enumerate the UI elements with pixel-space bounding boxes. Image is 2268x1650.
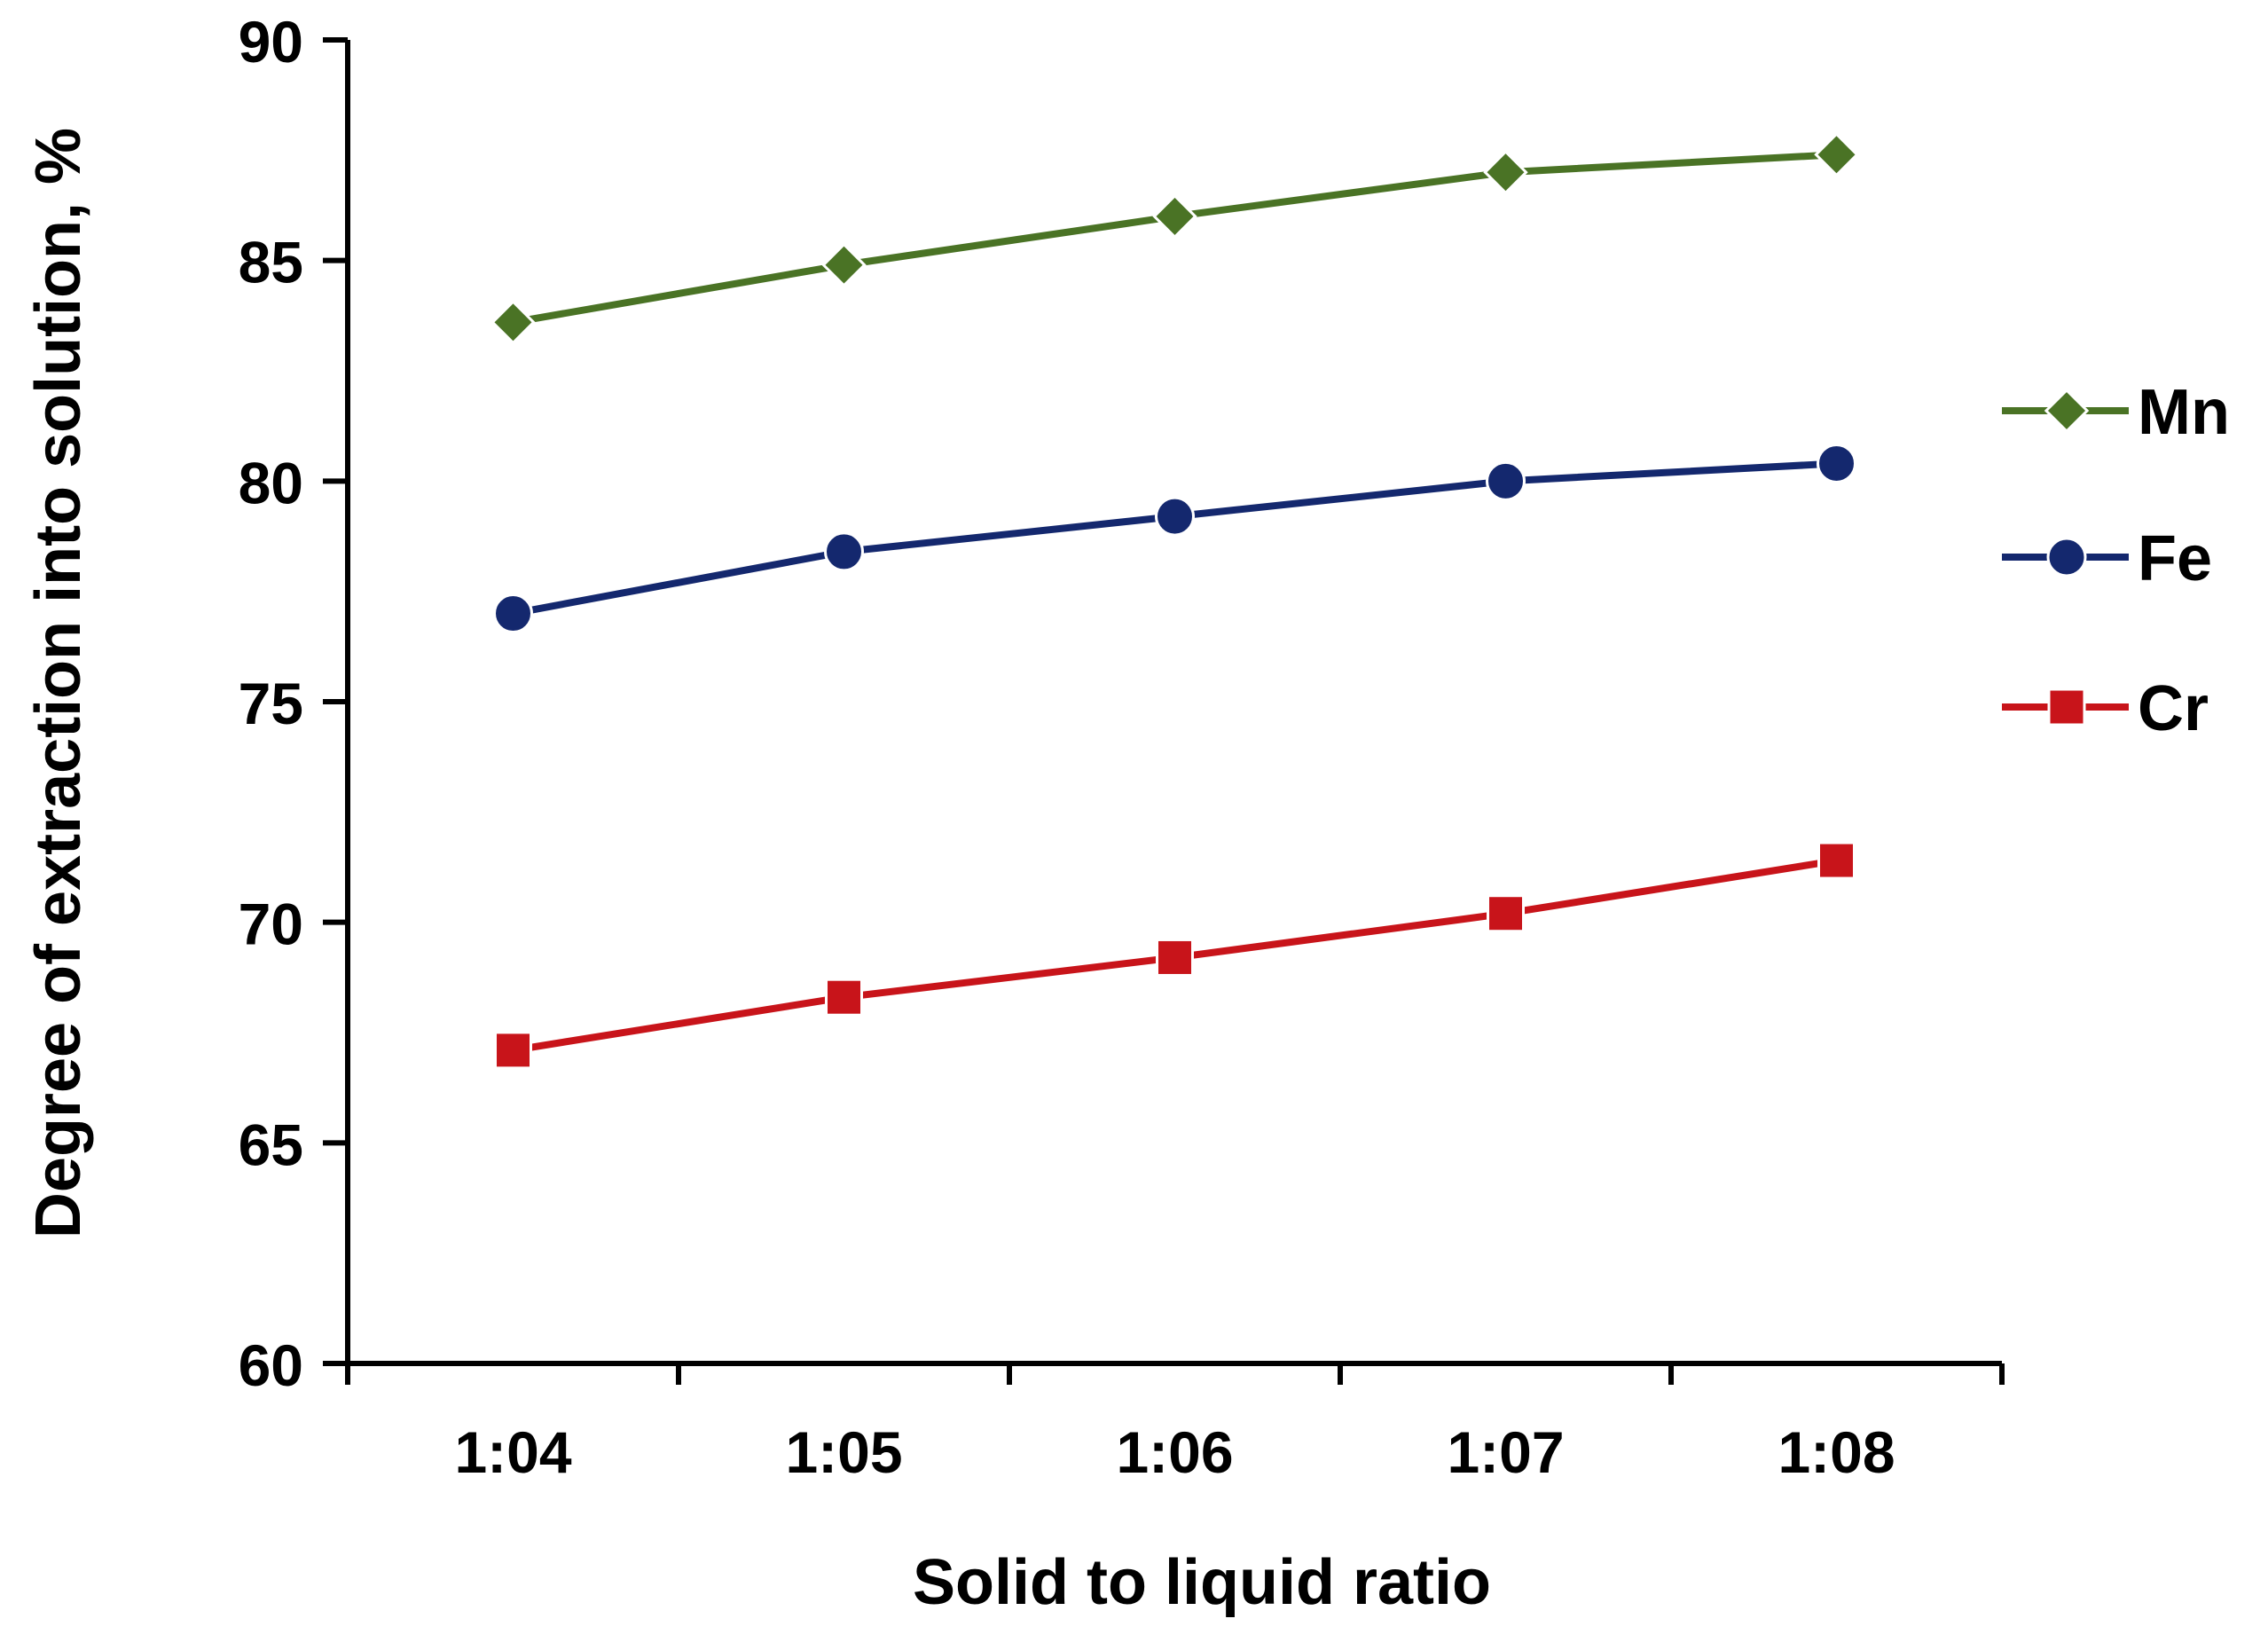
data-point-cr [825, 978, 863, 1017]
x-axis-title: Solid to liquid ratio [913, 1547, 1491, 1618]
legend-label-mn: Mn [2138, 377, 2230, 448]
data-point-cr [1487, 894, 1525, 933]
y-tick-label: 85 [239, 230, 303, 295]
legend: Mn Fe Cr [2002, 377, 2230, 744]
data-point-cr [494, 1031, 532, 1070]
x-tick-label: 1:06 [1116, 1419, 1233, 1485]
x-tick-label: 1:04 [454, 1419, 571, 1485]
data-point-fe [1817, 443, 1856, 483]
data-point-mn [1483, 149, 1528, 195]
data-point-fe [1486, 460, 1526, 501]
data-point-mn [821, 242, 867, 287]
x-tick-label: 1:07 [1447, 1419, 1564, 1485]
series-line-fe [512, 460, 1837, 617]
y-tick-label: 80 [239, 450, 303, 515]
legend-marker-cr [2047, 688, 2086, 727]
y-tick-label: 60 [239, 1332, 303, 1398]
data-point-cr [1156, 938, 1194, 977]
y-tick-label: 65 [239, 1112, 303, 1177]
x-tick-label: 1:05 [785, 1419, 902, 1485]
series-lines [490, 132, 1859, 1070]
y-tick-label: 70 [239, 892, 303, 957]
data-point-mn [1814, 132, 1859, 177]
x-tick-label: 1:08 [1778, 1419, 1895, 1485]
y-axis-title: Degree of extraction into solution, % [23, 128, 94, 1238]
y-tick-label: 75 [239, 671, 303, 736]
y-tick-label: 90 [239, 9, 303, 75]
legend-label-cr: Cr [2138, 673, 2209, 744]
axes: 60 65 70 75 80 85 90 1:04 1:05 1:06 1:07 1:08 [239, 9, 2005, 1485]
data-point-fe [493, 593, 533, 634]
legend-marker-fe [2046, 537, 2087, 578]
data-point-cr [1817, 841, 1856, 880]
legend-marker-mn [2044, 388, 2090, 434]
legend-label-fe: Fe [2138, 523, 2212, 594]
data-point-fe [1155, 496, 1195, 537]
data-point-fe [824, 531, 864, 572]
data-point-mn [1152, 193, 1197, 240]
data-point-mn [490, 300, 536, 345]
